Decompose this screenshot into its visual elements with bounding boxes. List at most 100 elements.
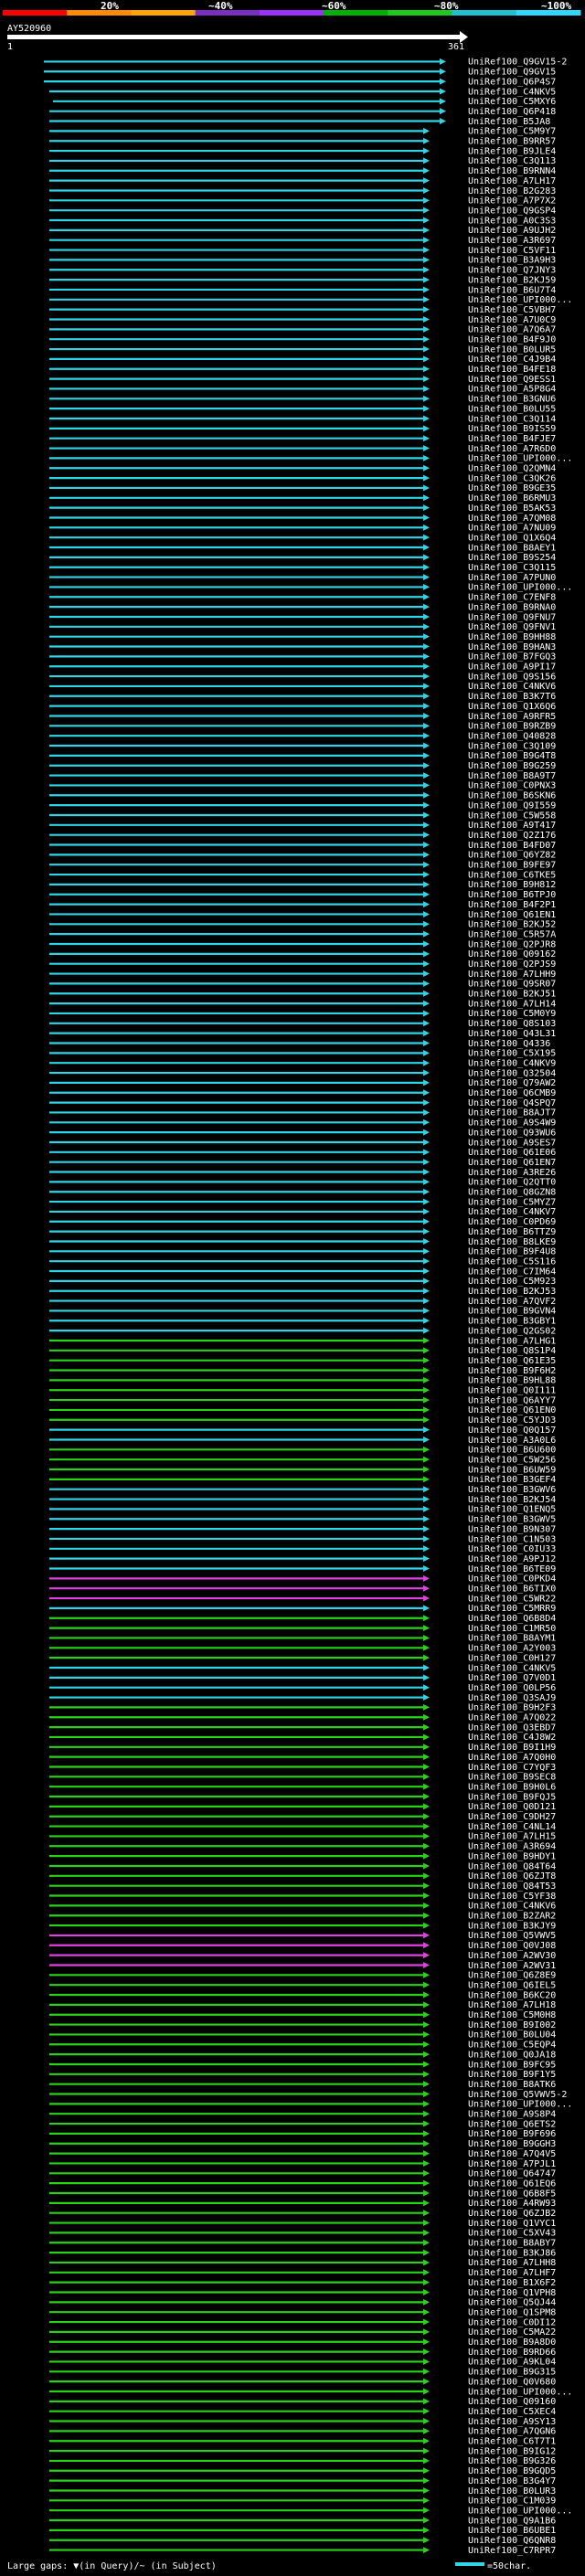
hit-row[interactable]: UniRef100_C5VF11 (49, 246, 556, 256)
hit-row[interactable]: UniRef100_Q9FNV1 (49, 622, 556, 632)
hit-label[interactable]: UniRef100_A5P8G4 (468, 385, 556, 395)
hit-row[interactable]: UniRef100_Q40828 (49, 731, 556, 741)
hit-label[interactable]: UniRef100_B9HAN3 (468, 642, 556, 652)
hit-row[interactable]: UniRef100_B9HAN3 (49, 642, 556, 652)
hit-label[interactable]: UniRef100_C3Q115 (468, 563, 556, 573)
hit-label[interactable]: UniRef100_Q8GZN8 (468, 1188, 556, 1198)
hit-row[interactable]: UniRef100_B5JA8 (49, 117, 550, 127)
hit-row[interactable]: UniRef100_Q93WU6 (49, 1128, 556, 1138)
hit-label[interactable]: UniRef100_C7ENF8 (468, 593, 556, 603)
hit-label[interactable]: UniRef100_B9IG12 (468, 2446, 556, 2456)
hit-label[interactable]: UniRef100_B3KJ86 (468, 2248, 556, 2258)
hit-label[interactable]: UniRef100_Q9I559 (468, 800, 556, 811)
hit-row[interactable]: UniRef100_C4J9B4 (49, 355, 556, 365)
hit-label[interactable]: UniRef100_Q0D121 (468, 1802, 556, 1812)
hit-label[interactable]: UniRef100_B9F1Y5 (468, 2070, 556, 2080)
hit-row[interactable]: UniRef100_A3R697 (49, 236, 556, 246)
hit-label[interactable]: UniRef100_Q0I111 (468, 1386, 556, 1396)
hit-row[interactable]: UniRef100_B6TIX0 (49, 1585, 556, 1595)
hit-label[interactable]: UniRef100_B6UBE1 (468, 2526, 556, 2536)
hit-label[interactable]: UniRef100_Q6ZJB2 (468, 2209, 556, 2219)
hit-row[interactable]: UniRef100_B9GGH3 (49, 2139, 556, 2149)
hit-label[interactable]: UniRef100_B8ABY7 (468, 2239, 556, 2249)
hit-label[interactable]: UniRef100_Q6B8F5 (468, 2189, 556, 2199)
hit-label[interactable]: UniRef100_Q1X6Q4 (468, 533, 556, 543)
hit-row[interactable]: UniRef100_Q9GSP4 (49, 206, 556, 216)
hit-row[interactable]: UniRef100_Q0V680 (49, 2377, 556, 2387)
hit-label[interactable]: UniRef100_A7LH14 (468, 999, 556, 1009)
hit-row[interactable]: UniRef100_A9S8P4 (49, 2110, 556, 2120)
hit-label[interactable]: UniRef100_C5XV43 (468, 2229, 556, 2239)
hit-row[interactable]: UniRef100_B8AEY1 (49, 543, 556, 553)
hit-row[interactable]: UniRef100_C0IU33 (49, 1544, 556, 1554)
hit-label[interactable]: UniRef100_B9RD66 (468, 2348, 556, 2358)
hit-label[interactable]: UniRef100_B6RMU3 (468, 493, 556, 504)
hit-row[interactable]: UniRef100_A7LH15 (49, 1832, 556, 1842)
hit-row[interactable]: UniRef100_B8AJT7 (49, 1108, 556, 1118)
hit-label[interactable]: UniRef100_B3K7T6 (468, 692, 556, 702)
hit-label[interactable]: UniRef100_B9GE35 (468, 483, 556, 493)
hit-row[interactable]: UniRef100_A9RFR5 (49, 712, 556, 722)
hit-row[interactable]: UniRef100_C4NKV6 (49, 1902, 556, 1912)
hit-row[interactable]: UniRef100_C4J8W2 (49, 1733, 556, 1743)
hit-label[interactable]: UniRef100_B3A9H3 (468, 256, 556, 266)
hit-row[interactable]: UniRef100_B6UBE1 (49, 2526, 556, 2536)
hit-row[interactable]: UniRef100_A7NU09 (49, 524, 556, 534)
hit-row[interactable]: UniRef100_C5EQP4 (49, 2041, 556, 2051)
hit-label[interactable]: UniRef100_A3RE26 (468, 1168, 556, 1178)
hit-row[interactable]: UniRef100_C3Q109 (49, 741, 556, 751)
hit-label[interactable]: UniRef100_Q1ENQ5 (468, 1505, 556, 1515)
hit-row[interactable]: UniRef100_C5M9Y7 (49, 127, 556, 137)
hit-label[interactable]: UniRef100_A2Y003 (468, 1644, 556, 1654)
hit-label[interactable]: UniRef100_C0IU33 (468, 1544, 556, 1554)
hit-label[interactable]: UniRef100_B9H0L6 (468, 1782, 556, 1792)
hit-label[interactable]: UniRef100_B6KC20 (468, 1990, 556, 2000)
hit-row[interactable]: UniRef100_Q5VWV5-2 (49, 2090, 567, 2100)
hit-row[interactable]: UniRef100_A2Y003 (49, 1644, 556, 1654)
hit-row[interactable]: UniRef100_C7RPR7 (49, 2546, 556, 2556)
hit-label[interactable]: UniRef100_C0H127 (468, 1653, 556, 1663)
hit-label[interactable]: UniRef100_B6U7T4 (468, 285, 556, 295)
hit-row[interactable]: UniRef100_B6UW59 (49, 1465, 556, 1475)
hit-label[interactable]: UniRef100_C3Q113 (468, 156, 556, 166)
hit-row[interactable]: UniRef100_Q1SPM8 (49, 2307, 556, 2317)
hit-label[interactable]: UniRef100_C4J9B4 (468, 355, 556, 365)
hit-row[interactable]: UniRef100_UPI000... (49, 583, 572, 593)
hit-label[interactable]: UniRef100_Q6P418 (468, 107, 556, 117)
hit-row[interactable]: UniRef100_B4FE18 (49, 365, 556, 375)
hit-label[interactable]: UniRef100_B9G315 (468, 2368, 556, 2378)
hit-row[interactable]: UniRef100_C5R57A (49, 929, 556, 939)
hit-label[interactable]: UniRef100_Q2QMN4 (468, 464, 556, 474)
hit-row[interactable]: UniRef100_A3A0L6 (49, 1436, 556, 1446)
hit-label[interactable]: UniRef100_Q8S103 (468, 1019, 556, 1029)
hit-row[interactable]: UniRef100_C1N503 (49, 1534, 556, 1544)
hit-label[interactable]: UniRef100_Q93WU6 (468, 1128, 556, 1138)
hit-row[interactable]: UniRef100_Q3EBD7 (49, 1723, 556, 1733)
hit-label[interactable]: UniRef100_C4J8W2 (468, 1733, 556, 1743)
hit-label[interactable]: UniRef100_Q2QTT0 (468, 1178, 556, 1188)
hit-row[interactable]: UniRef100_A7PUN0 (49, 573, 556, 583)
hit-row[interactable]: UniRef100_Q7V0D1 (49, 1673, 556, 1683)
hit-label[interactable]: UniRef100_B4FJE7 (468, 434, 556, 444)
hit-label[interactable]: UniRef100_Q61EQ6 (468, 2178, 556, 2189)
hit-row[interactable]: UniRef100_C6TKE5 (49, 870, 556, 880)
hit-row[interactable]: UniRef100_A7LHF7 (49, 2268, 556, 2278)
hit-row[interactable]: UniRef100_C5M0H8 (49, 2010, 556, 2020)
hit-label[interactable]: UniRef100_B9G4T8 (468, 751, 556, 761)
hit-row[interactable]: UniRef100_A9S4W9 (49, 1118, 556, 1129)
hit-row[interactable]: UniRef100_B9GQD5 (49, 2466, 556, 2476)
hit-row[interactable]: UniRef100_A7Q4V5 (49, 2149, 556, 2159)
hit-label[interactable]: UniRef100_Q61EN0 (468, 1405, 556, 1415)
hit-row[interactable]: UniRef100_B9HH88 (49, 632, 556, 642)
hit-row[interactable]: UniRef100_UPI000... (49, 295, 572, 305)
hit-row[interactable]: UniRef100_C3Q115 (49, 563, 556, 573)
hit-label[interactable]: UniRef100_B9HDY1 (468, 1851, 556, 1861)
hit-label[interactable]: UniRef100_C0DI12 (468, 2317, 556, 2327)
hit-row[interactable]: UniRef100_A7R6D0 (49, 444, 556, 454)
hit-row[interactable]: UniRef100_C0H127 (49, 1653, 556, 1663)
hit-row[interactable]: UniRef100_Q5VWV5 (49, 1931, 556, 1941)
hit-row[interactable]: UniRef100_Q2Z176 (49, 831, 556, 841)
hit-row[interactable]: UniRef100_Q4336 (49, 1039, 550, 1049)
hit-row[interactable]: UniRef100_B9RD66 (49, 2348, 556, 2358)
hit-row[interactable]: UniRef100_B9JLE4 (49, 146, 556, 156)
